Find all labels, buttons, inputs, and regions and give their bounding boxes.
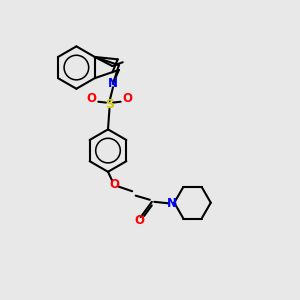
- Text: O: O: [134, 214, 144, 226]
- Text: O: O: [87, 92, 97, 105]
- Text: O: O: [110, 178, 119, 191]
- Text: S: S: [105, 98, 114, 111]
- Text: N: N: [167, 197, 177, 210]
- Text: O: O: [122, 92, 132, 105]
- Text: N: N: [108, 77, 118, 90]
